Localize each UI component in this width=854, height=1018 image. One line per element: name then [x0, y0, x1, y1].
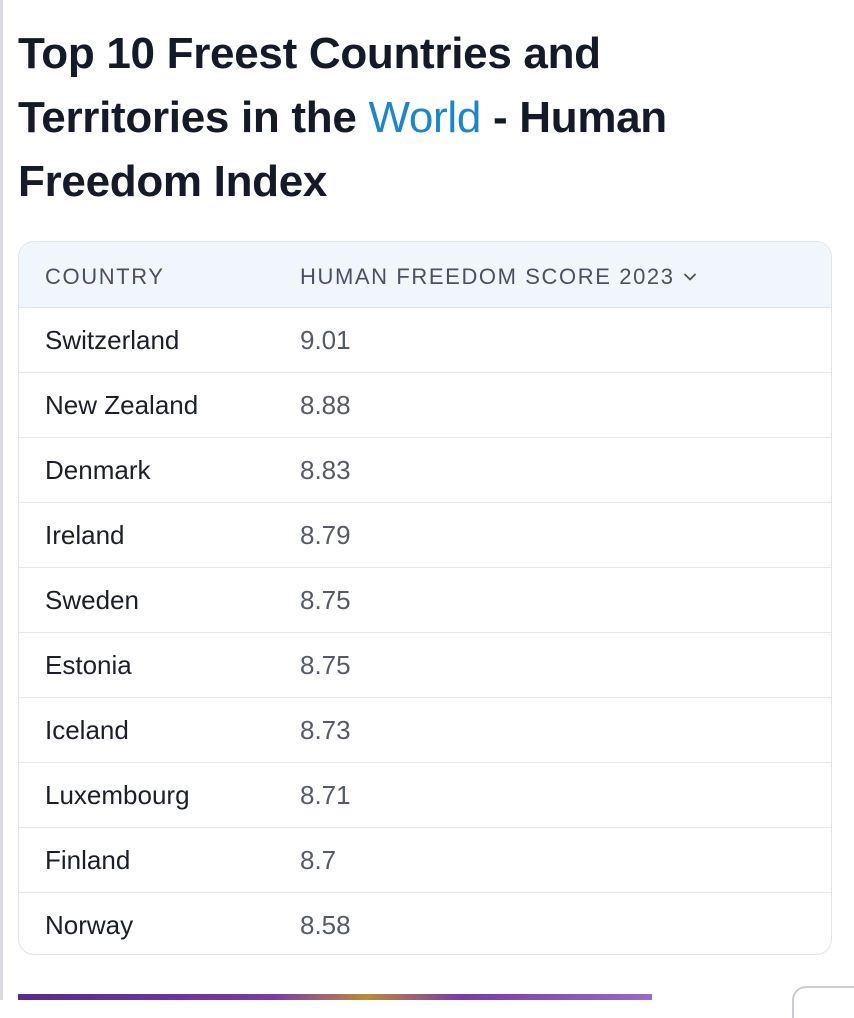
country-cell: Switzerland [45, 325, 180, 355]
table-row: Norway 8.58 [19, 893, 831, 954]
table-row: Estonia 8.75 [19, 633, 831, 698]
country-cell: Denmark [45, 455, 151, 485]
score-cell: 8.73 [300, 715, 351, 745]
score-cell: 8.75 [300, 650, 351, 680]
floating-button-edge[interactable] [792, 986, 854, 1018]
score-cell: 8.71 [300, 780, 351, 810]
score-cell: 8.75 [300, 585, 351, 615]
score-cell: 8.83 [300, 455, 351, 485]
world-link[interactable]: World [368, 93, 482, 142]
title-text-end: - Human Freedom Index [18, 93, 667, 206]
country-cell: Sweden [45, 585, 139, 615]
column-header-score-label: HUMAN FREEDOM SCORE 2023 [300, 264, 675, 289]
page-title: Top 10 Freest Countries and Territories … [18, 22, 818, 214]
score-cell: 9.01 [300, 325, 351, 355]
table-header: COUNTRY HUMAN FREEDOM SCORE 2023 [19, 242, 831, 308]
table-row: Ireland 8.79 [19, 503, 831, 568]
table-row: New Zealand 8.88 [19, 373, 831, 438]
table-row: Switzerland 9.01 [19, 308, 831, 373]
country-cell: Finland [45, 845, 131, 875]
country-cell: Estonia [45, 650, 132, 680]
chevron-down-icon[interactable] [683, 270, 697, 284]
ad-banner-edge[interactable] [18, 994, 652, 1000]
table-row: Denmark 8.83 [19, 438, 831, 503]
freedom-index-table: COUNTRY HUMAN FREEDOM SCORE 2023 Switzer… [18, 241, 832, 955]
table-row: Iceland 8.73 [19, 698, 831, 763]
table-body: Switzerland 9.01 New Zealand 8.88 Denmar… [19, 308, 831, 954]
score-cell: 8.58 [300, 910, 351, 940]
table-row: Sweden 8.75 [19, 568, 831, 633]
score-cell: 8.88 [300, 390, 351, 420]
country-cell: Norway [45, 910, 134, 940]
score-cell: 8.79 [300, 520, 351, 550]
column-header-score[interactable]: HUMAN FREEDOM SCORE 2023 [300, 264, 697, 290]
country-cell: New Zealand [45, 390, 199, 420]
score-cell: 8.7 [300, 845, 337, 875]
country-cell: Luxembourg [45, 780, 190, 810]
country-cell: Ireland [45, 520, 125, 550]
table-row: Finland 8.7 [19, 828, 831, 893]
page-edge [0, 0, 3, 1000]
table-row: Luxembourg 8.71 [19, 763, 831, 828]
country-cell: Iceland [45, 715, 129, 745]
column-header-country[interactable]: COUNTRY [45, 264, 165, 289]
title-text-start: Top 10 Freest Countries and Territories … [18, 29, 601, 142]
